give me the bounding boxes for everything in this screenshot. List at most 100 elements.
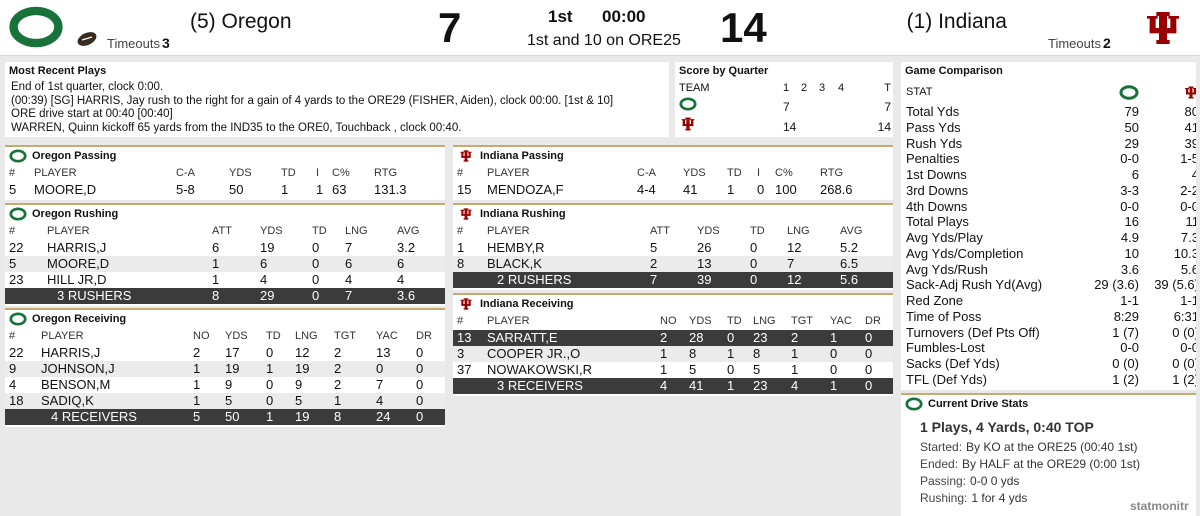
- cell: 23: [753, 378, 768, 393]
- cell: 4: [791, 378, 799, 393]
- cell: [457, 272, 487, 288]
- column-header: LNG: [345, 225, 368, 237]
- column-header: YDS: [225, 330, 248, 342]
- cell: 80: [1184, 104, 1196, 119]
- player-row: 4 BENSON,M 1 9 0 9 2 7 0: [5, 377, 445, 393]
- column-header: YAC: [830, 315, 852, 327]
- player-row: 37 NOWAKOWSKI,R 1 5 0 5 1 0 0: [453, 362, 893, 378]
- cell: 29: [260, 288, 275, 303]
- stat-table: Indiana Rushing # PLAYER ATT YDS TD LNG AVG 1 HEM…: [453, 203, 893, 290]
- cell: 0-0: [1120, 340, 1139, 356]
- cell: 6: [260, 256, 268, 271]
- stat-table: Indiana Passing # PLAYER C-A YDS TD I C% RTG 15 ME…: [453, 145, 893, 200]
- cell: 0 (0): [1172, 356, 1196, 371]
- cell: 0: [266, 345, 274, 360]
- cell: 0: [312, 240, 320, 255]
- cell: 9: [225, 377, 233, 392]
- oregon-logo: [8, 6, 64, 48]
- cell: 100: [775, 182, 797, 197]
- table-title: Indiana Passing: [480, 150, 564, 162]
- indiana-logo: [1130, 4, 1196, 52]
- cell: 39: [697, 272, 712, 287]
- team-name: (5) Oregon: [190, 10, 292, 33]
- cell: 1 (2): [1172, 371, 1196, 387]
- cell: NOWAKOWSKI,R: [487, 362, 592, 377]
- header-row: # PLAYER C-A YDS TD I C% RTG: [5, 165, 445, 182]
- header-row: # PLAYER NO YDS TD LNG TGT YAC DR: [5, 328, 445, 345]
- column-header: YDS: [689, 315, 712, 327]
- stat-row: Avg Yds/Play 4.9 7.3: [901, 230, 1196, 246]
- stat-table: Oregon Receiving # PLAYER NO YDS TD LNG TGT YAC D…: [5, 308, 445, 427]
- cell: 7: [376, 377, 384, 392]
- cell: 6:31: [1173, 308, 1196, 324]
- cell: MOORE,D: [47, 256, 110, 271]
- drive-text: 0-0 0 yds: [970, 474, 1020, 488]
- game-comparison: Game Comparison STAT Total Yds 79 80 Pass Yds…: [901, 62, 1196, 390]
- total-label: 2 RUSHERS: [497, 272, 572, 287]
- indiana-logo: [460, 150, 472, 162]
- cell: 4th Downs: [906, 198, 968, 214]
- table-title: Oregon Rushing: [32, 208, 119, 220]
- panel-title: Current Drive Stats: [901, 393, 1196, 413]
- cell: MOORE,D: [34, 182, 97, 197]
- cell: 0: [416, 361, 424, 376]
- cell: 1: [193, 361, 201, 376]
- cell: 6: [345, 256, 353, 271]
- cell: 0: [865, 362, 873, 377]
- cell: 8: [457, 256, 465, 271]
- column-header: LNG: [753, 315, 776, 327]
- cell: 1: [727, 346, 735, 361]
- cell: 268.6: [820, 182, 853, 197]
- cell: 1: [316, 182, 324, 197]
- cell: 2: [193, 345, 201, 360]
- stat-table: Oregon Rushing # PLAYER ATT YDS TD LNG AVG 22 HAR…: [5, 203, 445, 306]
- column-header: PLAYER: [487, 315, 530, 327]
- table-title: Oregon Passing: [32, 150, 117, 162]
- stat-table: Oregon Passing # PLAYER C-A YDS TD I C% RTG 5 MOOR…: [5, 145, 445, 200]
- drive-label: Started:: [920, 440, 963, 454]
- clock: 00:00: [602, 7, 646, 26]
- stat-row: Avg Yds/Completion 10 10.3: [901, 246, 1196, 262]
- column-header: T: [884, 82, 891, 94]
- drive-text: By KO at the ORE25 (00:40 1st): [966, 440, 1138, 454]
- score: 7: [438, 4, 462, 51]
- cell: 4-4: [637, 182, 656, 197]
- column-header: C%: [775, 167, 793, 179]
- panel-title: Oregon Rushing: [5, 203, 445, 223]
- cell: 3: [457, 346, 465, 361]
- cell: 50: [225, 409, 240, 424]
- watermark: statmonitr: [1130, 499, 1189, 513]
- cell: Sack-Adj Rush Yd(Avg): [906, 277, 1043, 293]
- cell: 0: [750, 240, 758, 255]
- cell: 1: [212, 272, 220, 287]
- cell: 4: [397, 272, 405, 287]
- cell: 5: [225, 393, 233, 408]
- cell: HARRIS,J: [47, 240, 107, 255]
- cell: 18: [9, 393, 24, 408]
- score-cell: 7: [884, 100, 891, 114]
- column-header: 4: [838, 82, 845, 94]
- cell: 8: [212, 288, 220, 303]
- cell: 13: [457, 330, 472, 345]
- cell: 23: [9, 272, 24, 287]
- cell: 10: [1124, 245, 1139, 261]
- cell: 0: [830, 362, 838, 377]
- player-row: 1 HEMBY,R 5 26 0 12 5.2: [453, 240, 893, 256]
- scoreboard: Timeouts 3 (5) Oregon 7 1st 00:00 1st an…: [0, 0, 1200, 56]
- column-header: YDS: [229, 167, 252, 179]
- column-header: TD: [750, 225, 765, 237]
- cell: 0: [376, 361, 384, 376]
- stat-row: Penalties 0-0 1-5: [901, 151, 1196, 167]
- stat-row: Red Zone 1-1 1-1: [901, 293, 1196, 309]
- cell: 1: [830, 378, 838, 393]
- cell: 5-8: [176, 182, 195, 197]
- possession-icon: [77, 32, 97, 46]
- column-header: #: [457, 225, 464, 237]
- cell: 7: [650, 272, 658, 287]
- drive-label: Ended:: [920, 457, 959, 471]
- cell: 0-0: [1120, 151, 1139, 167]
- cell: 50: [1124, 119, 1139, 135]
- cell: 24: [376, 409, 391, 424]
